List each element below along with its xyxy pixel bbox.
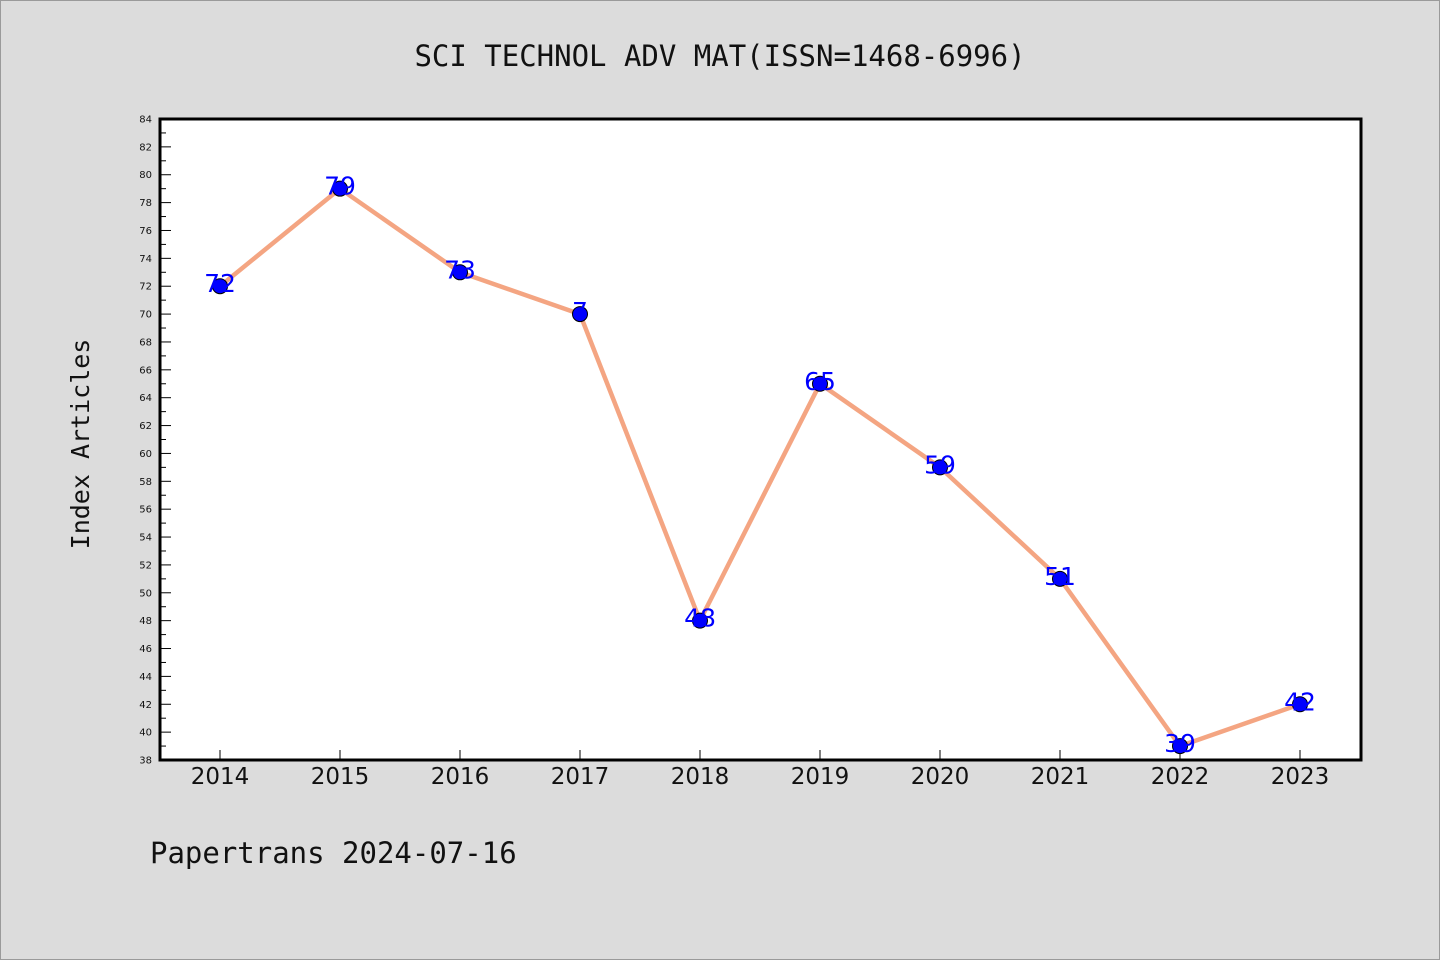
data-point (812, 375, 828, 392)
y-tick-label: 56 (139, 505, 152, 516)
y-tick-label: 68 (139, 337, 152, 348)
x-tick-label: 2023 (1271, 764, 1330, 790)
data-point (932, 459, 948, 476)
data-label: 72 (204, 269, 236, 298)
y-tick-label: 58 (139, 477, 152, 488)
y-tick-label: 44 (139, 672, 152, 683)
data-label: 42 (1284, 687, 1316, 716)
y-tick-label: 38 (139, 756, 152, 767)
data-label: 79 (324, 172, 356, 201)
x-tick-label: 2018 (671, 764, 730, 790)
y-axis: 38 40 42 44 46 48 50 52 54 56 58 60 62 64 66 68 70 72 74 76… (139, 115, 171, 767)
series-line (217, 186, 1303, 749)
y-tick-label: 66 (139, 365, 152, 376)
data-point (572, 306, 588, 323)
data-point (452, 264, 468, 281)
plot-area (158, 117, 1363, 762)
data-point (1292, 696, 1308, 713)
y-tick-label: 52 (139, 560, 152, 571)
y-tick-label: 82 (139, 142, 152, 153)
y-tick-label: 54 (139, 533, 152, 544)
x-tick-label: 2014 (191, 764, 250, 790)
y-tick-label: 80 (139, 170, 152, 181)
data-point (332, 180, 348, 197)
data-label: 73 (444, 255, 476, 284)
x-tick-label: 2022 (1151, 764, 1210, 790)
y-tick-label: 60 (139, 449, 152, 460)
y-tick-label: 42 (139, 700, 152, 711)
x-tick-label: 2016 (431, 764, 490, 790)
y-tick-label: 70 (139, 310, 152, 321)
y-tick-label: 78 (139, 198, 152, 209)
data-label: 7 (572, 297, 588, 326)
y-tick-label: 46 (139, 644, 152, 655)
y-tick-label: 50 (139, 588, 152, 599)
y-tick-label: 76 (139, 226, 152, 237)
y-tick-label: 40 (139, 728, 152, 739)
data-label: 59 (924, 450, 956, 479)
x-axis: 2014 2015 2016 2017 2018 2019 2020 2021 2022 2023 (191, 750, 1330, 790)
chart-title: SCI TECHNOL ADV MAT(ISSN=1468-6996) (414, 39, 1025, 73)
footer-credit: Papertrans 2024-07-16 (150, 836, 517, 870)
y-tick-label: 48 (139, 616, 152, 627)
x-tick-label: 2015 (311, 764, 370, 790)
y-tick-label: 62 (139, 421, 152, 432)
data-label: 65 (804, 367, 836, 396)
data-label: 51 (1044, 562, 1076, 591)
series-line-group (217, 186, 1303, 749)
y-tick-label: 84 (139, 115, 152, 126)
data-point (212, 278, 228, 295)
data-labels: 72 79 73 7 48 65 59 51 39 42 (204, 172, 1316, 758)
data-point (1052, 570, 1068, 587)
x-tick-label: 2017 (551, 764, 610, 790)
data-point (692, 612, 708, 629)
x-tick-label: 2019 (791, 764, 850, 790)
y-tick-label: 64 (139, 393, 152, 404)
x-tick-label: 2020 (911, 764, 970, 790)
data-markers (212, 180, 1308, 755)
y-tick-label: 72 (139, 282, 152, 293)
data-label: 39 (1164, 729, 1196, 758)
y-tick-label: 74 (139, 254, 152, 265)
y-axis-label: Index Articles (66, 339, 95, 550)
x-tick-label: 2021 (1031, 764, 1090, 790)
data-label: 48 (684, 604, 716, 633)
data-point (1172, 738, 1188, 755)
